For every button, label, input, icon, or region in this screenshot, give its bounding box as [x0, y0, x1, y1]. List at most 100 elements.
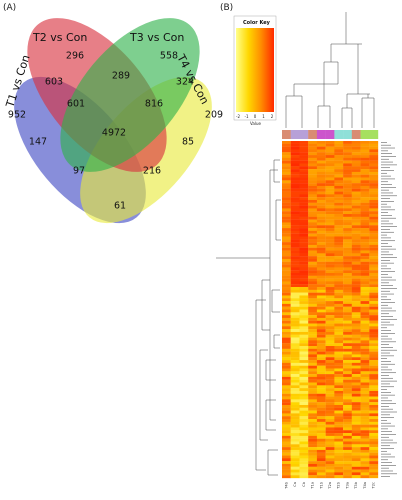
heatmap-cell	[343, 236, 352, 240]
heatmap-cell	[308, 278, 318, 282]
heatmap-cell	[360, 374, 370, 378]
heatmap-cell	[299, 365, 309, 369]
heatmap-cell	[343, 303, 352, 307]
heatmap-cell	[308, 385, 318, 389]
heatmap-cell	[308, 323, 318, 327]
heatmap-cell	[369, 281, 379, 285]
heatmap-cell	[299, 289, 309, 293]
heatmap-cell	[282, 360, 291, 364]
heatmap-cell	[360, 244, 370, 248]
heatmap-cell	[290, 472, 300, 476]
heatmap-cell	[299, 402, 309, 406]
region-t1-t2-t3: 601	[67, 99, 85, 110]
heatmap-cell	[282, 219, 291, 223]
heatmap-cell	[360, 455, 370, 459]
heatmap-cell	[351, 166, 361, 170]
heatmap-cell	[290, 233, 300, 237]
heatmap-cell	[334, 278, 344, 282]
heatmap-cell	[334, 357, 344, 361]
heatmap-cell	[316, 141, 326, 144]
heatmap-cell	[325, 222, 335, 226]
heatmap-cell	[325, 197, 335, 201]
heatmap-cell	[325, 303, 335, 307]
heatmap-cell	[316, 236, 326, 240]
heatmap-cell	[334, 303, 344, 307]
heatmap-cell	[351, 199, 361, 203]
heatmap-cell	[282, 385, 291, 389]
heatmap-cell	[308, 301, 318, 305]
color-key-tick: -1	[245, 114, 249, 119]
heatmap-cell	[369, 225, 379, 229]
heatmap-cell	[290, 315, 300, 319]
heatmap-cell	[308, 275, 318, 279]
heatmap-cell	[369, 449, 379, 453]
heatmap-cell	[308, 337, 318, 341]
heatmap-cell	[316, 438, 326, 442]
heatmap-cell	[369, 284, 379, 288]
heatmap-cell	[290, 301, 300, 305]
heatmap-cell	[325, 174, 335, 178]
heatmap-cell	[351, 407, 361, 411]
heatmap-cell	[360, 272, 370, 276]
heatmap-cell	[351, 340, 361, 344]
heatmap-cell	[299, 267, 309, 271]
heatmap-cell	[351, 368, 361, 372]
heatmap-cell	[369, 166, 379, 170]
heatmap-cell	[334, 371, 344, 375]
heatmap-cell	[351, 452, 361, 456]
heatmap-cell	[360, 368, 370, 372]
heatmap-cell	[299, 469, 309, 473]
heatmap-cell	[282, 388, 291, 392]
heatmap-cell	[282, 419, 291, 422]
heatmap-cell	[343, 301, 352, 305]
heatmap-cell	[299, 157, 309, 161]
heatmap-cell	[343, 166, 352, 170]
heatmap-cell	[282, 475, 291, 479]
heatmap-cell	[308, 205, 318, 209]
heatmap-cell	[316, 180, 326, 184]
heatmap-cell	[343, 250, 352, 254]
heatmap-cell	[360, 441, 370, 445]
heatmap-cell	[351, 197, 361, 201]
sample-color-cell	[299, 130, 309, 139]
heatmap-cell	[282, 169, 291, 173]
heatmap-cell	[316, 365, 326, 369]
heatmap-cell	[343, 323, 352, 327]
heatmap-cell	[325, 360, 335, 364]
heatmap-cell	[334, 469, 344, 473]
heatmap-cell	[369, 452, 379, 456]
heatmap-cell	[369, 301, 379, 305]
heatmap-cell	[360, 191, 370, 195]
heatmap-cell	[351, 455, 361, 459]
heatmap-cell	[369, 174, 379, 178]
heatmap-cell	[360, 472, 370, 476]
heatmap-cell	[360, 188, 370, 192]
heatmap-cell	[325, 166, 335, 170]
heatmap-cell	[282, 163, 291, 167]
heatmap-cell	[325, 309, 335, 313]
heatmap-cell	[351, 351, 361, 355]
heatmap-cell	[369, 309, 379, 313]
heatmap-cell	[308, 444, 318, 448]
heatmap-cell	[282, 225, 291, 229]
heatmap-cell	[351, 444, 361, 448]
heatmap-cell	[308, 421, 318, 425]
heatmap-cell	[299, 410, 309, 414]
heatmap-cell	[343, 197, 352, 201]
heatmap-cell	[299, 258, 309, 262]
heatmap-cell	[325, 385, 335, 389]
heatmap-cell	[308, 472, 318, 476]
heatmap-cell	[369, 205, 379, 209]
heatmap-cell	[360, 393, 370, 397]
heatmap-cell	[351, 228, 361, 232]
heatmap-cell	[325, 292, 335, 296]
heatmap-cell	[369, 334, 379, 338]
heatmap-cell	[308, 346, 318, 349]
heatmap-cell	[360, 236, 370, 240]
heatmap-cell	[308, 399, 318, 403]
heatmap-cell	[308, 407, 318, 411]
heatmap-cell	[343, 141, 352, 144]
heatmap-cell	[343, 385, 352, 389]
heatmap-cell	[351, 385, 361, 389]
heatmap-cell	[282, 317, 291, 321]
